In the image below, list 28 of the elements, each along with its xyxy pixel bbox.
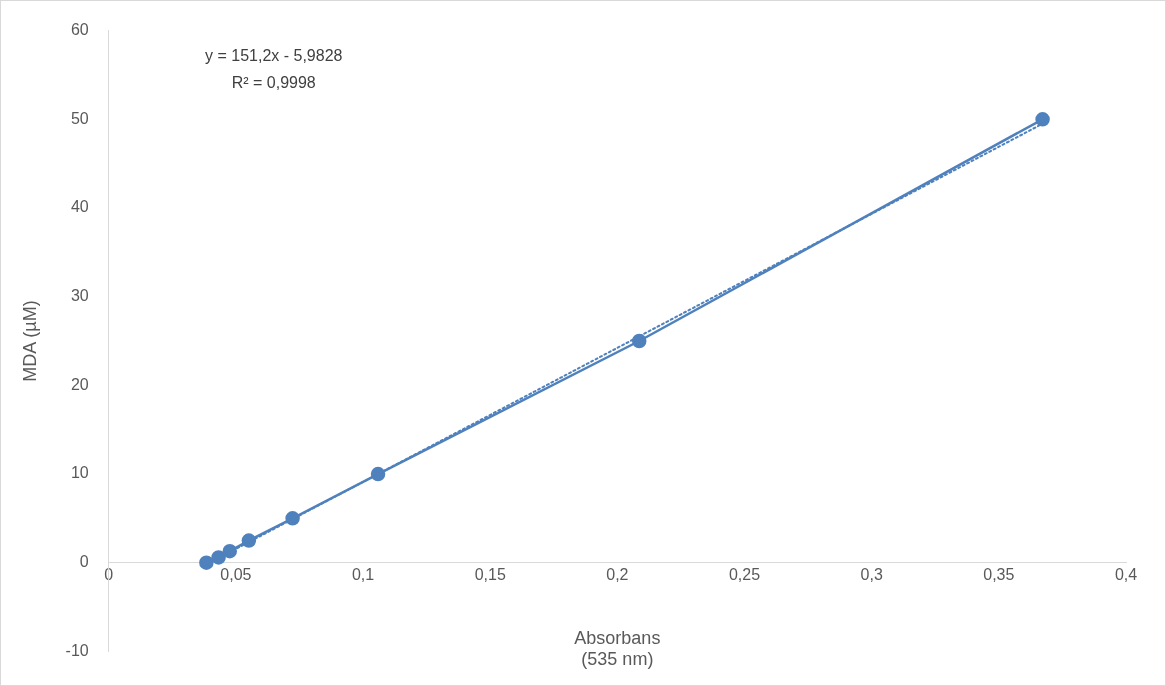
x-tick-label: 0,05 xyxy=(220,565,252,583)
x-tick-label: 0,4 xyxy=(1114,565,1138,583)
y-tick-label: 30 xyxy=(70,287,89,305)
x-tick-label: 0,1 xyxy=(351,565,375,583)
y-tick-label: -10 xyxy=(65,641,89,659)
y-tick-label: 60 xyxy=(70,21,89,39)
y-axis-title: MDA (µM) xyxy=(19,300,40,382)
annotation: y = 151,2x - 5,9828 xyxy=(205,46,343,64)
point xyxy=(631,333,647,349)
x-tick-label: 0,3 xyxy=(860,565,883,583)
x-tick-label: 0,15 xyxy=(474,565,506,583)
point xyxy=(370,466,386,482)
y-tick-label: 20 xyxy=(70,375,89,393)
x-tick-label: 0,25 xyxy=(728,565,761,583)
y-tick-label: 0 xyxy=(79,553,89,571)
point xyxy=(222,543,238,559)
x-axis-title: Absorbans (535 nm) xyxy=(574,627,661,670)
point xyxy=(241,533,257,548)
point xyxy=(211,550,226,565)
point xyxy=(285,511,300,526)
point xyxy=(1035,112,1050,127)
y-tick-label: 50 xyxy=(70,109,89,127)
y-tick-label: 10 xyxy=(70,464,89,482)
x-tick-label: 0,2 xyxy=(606,565,629,583)
y-tick-label: 40 xyxy=(70,198,89,216)
annotation: R² = 0,9998 xyxy=(231,73,316,91)
x-tick-label: 0,35 xyxy=(983,565,1015,583)
point xyxy=(199,555,214,570)
